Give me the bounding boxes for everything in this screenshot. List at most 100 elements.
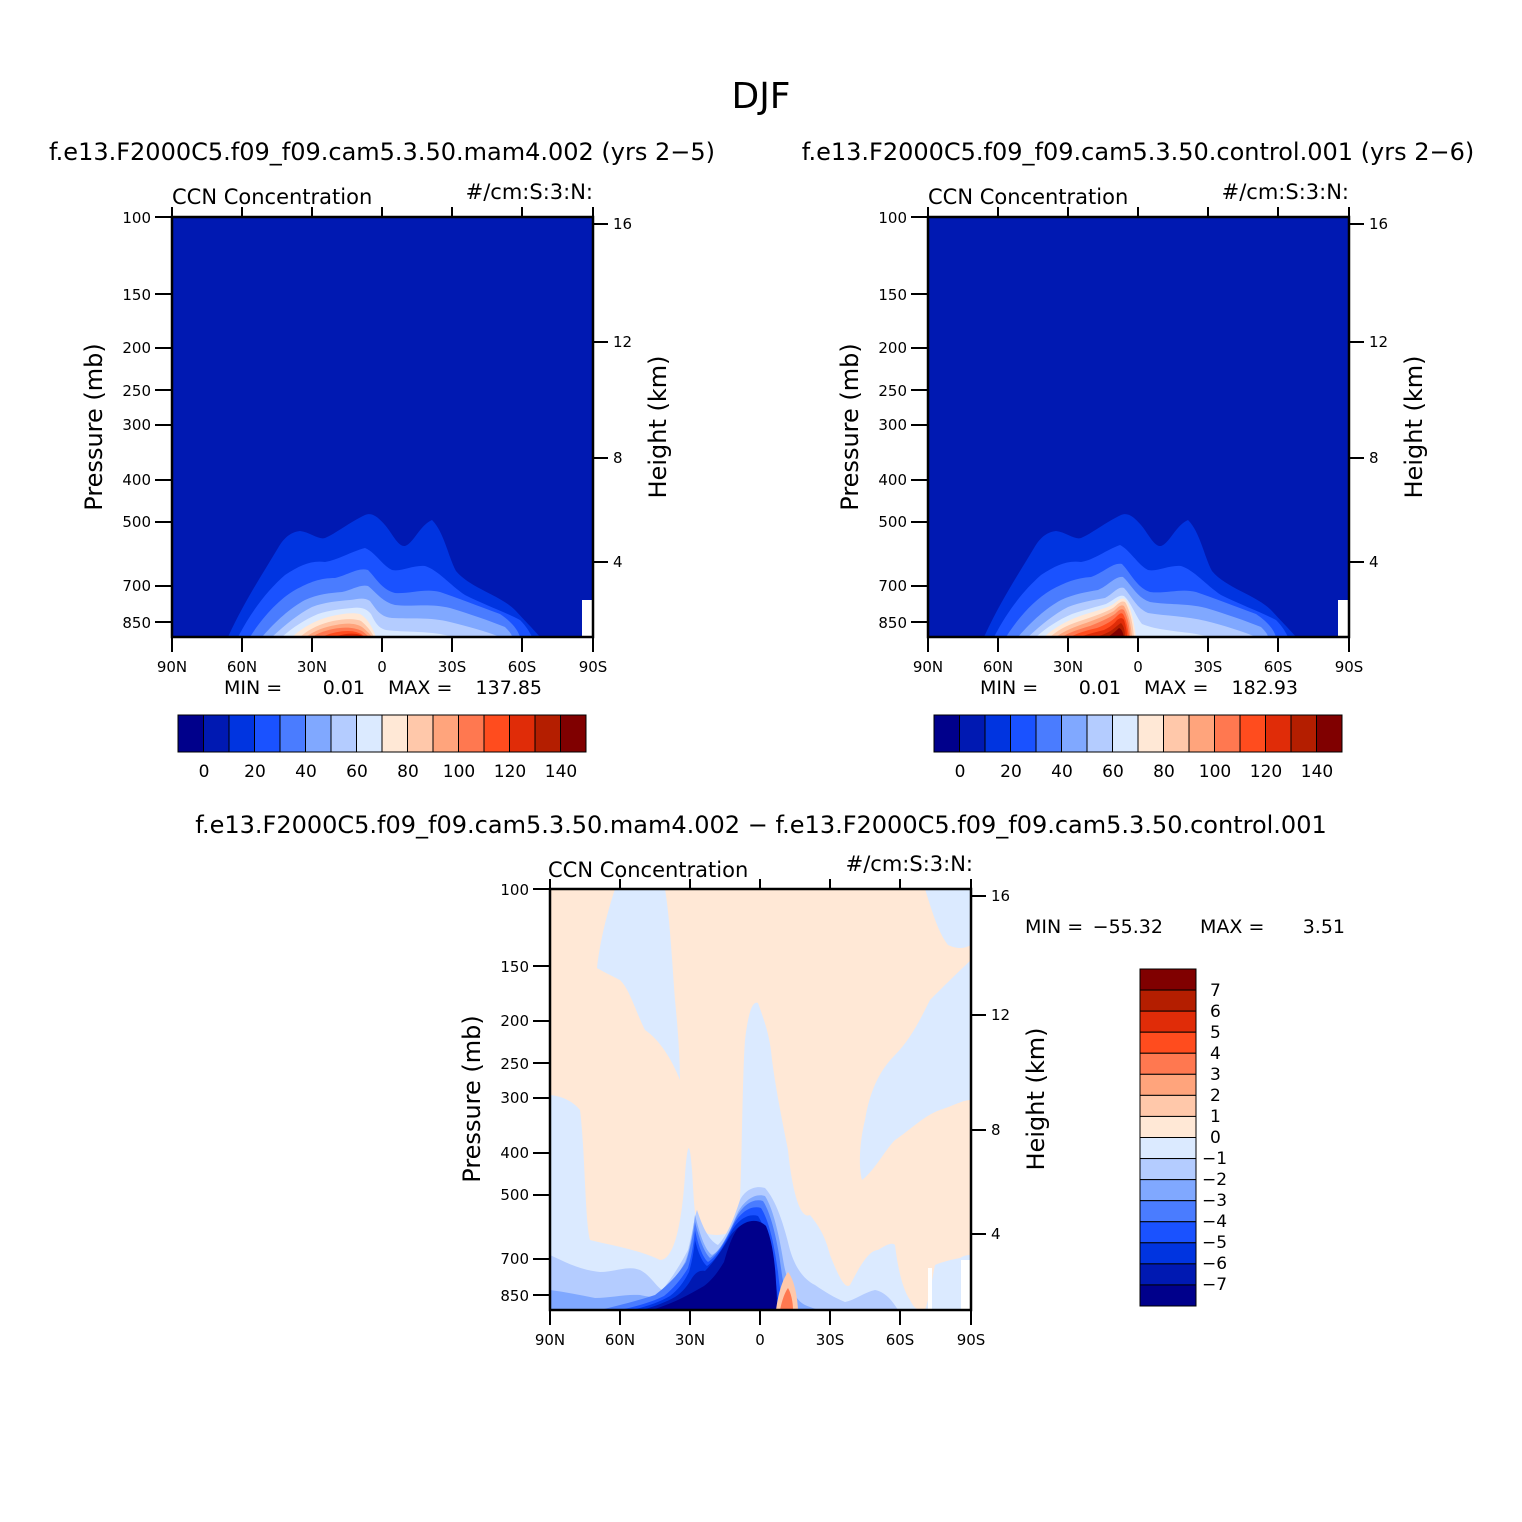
colorbar-tick-label: 100 (1199, 762, 1231, 782)
colorbar-swatch (1112, 714, 1139, 753)
y-tick-label: 300 (122, 416, 151, 434)
colorbar-swatch (483, 714, 510, 753)
height-tick-label: 12 (613, 333, 632, 351)
x-tick-label: 60N (983, 658, 1013, 676)
colorbar-swatch (1139, 1010, 1197, 1033)
min-value: 0.01 (323, 677, 365, 699)
negative-region-upper-left (597, 889, 680, 1080)
colorbar-tick-label: −7 (1202, 1275, 1227, 1295)
colorbar-tick-label: 40 (1051, 762, 1073, 782)
colorbar-tick-label: 80 (397, 762, 419, 782)
figure-title: DJF (731, 76, 790, 117)
colorbar-swatch (1139, 1137, 1197, 1160)
axis-bottom: 90N 60N 30N 0 30S 60S 90S (157, 658, 607, 676)
y-tick-label: 150 (122, 286, 151, 304)
height-tick-label: 16 (991, 887, 1010, 905)
colorbar: 7 6 5 4 3 2 1 0 −1 −2 −3 −4 −5 −6 −7 (1139, 968, 1227, 1307)
colorbar-tick-label: 140 (1301, 762, 1333, 782)
colorbar-swatch (203, 714, 230, 753)
min-label: MIN = (224, 677, 282, 699)
y-tick-label: 700 (878, 577, 907, 595)
colorbar-swatch (1139, 1052, 1197, 1075)
colorbar-tick-label: −3 (1202, 1191, 1227, 1211)
colorbar-swatch (1061, 714, 1088, 753)
x-tick-label: 90N (913, 658, 943, 676)
colorbar-swatch (1214, 714, 1241, 753)
y-tick-label: 500 (122, 513, 151, 531)
x-tick-label: 60S (508, 658, 537, 676)
y-ticks-left (911, 216, 928, 623)
colorbar-tick-label: 100 (443, 762, 475, 782)
negative-region-tropics (550, 1002, 971, 1310)
colorbar-swatch (1163, 714, 1190, 753)
x-tick-label: 90N (157, 658, 187, 676)
x-tick-label: 30S (816, 1331, 845, 1349)
height-tick-label: 8 (1369, 449, 1379, 467)
axis-left: 100 150 200 250 300 400 500 700 850 (500, 881, 529, 1305)
y-axis-label: Pressure (mb) (80, 343, 108, 510)
colorbar-swatch (509, 714, 536, 753)
axis-left: 100 150 200 250 300 400 500 700 850 (122, 209, 151, 632)
colorbar-tick-label: 20 (1000, 762, 1022, 782)
colorbar-swatch (458, 714, 485, 753)
axis-right: 16 12 8 4 (613, 215, 632, 571)
axis-right: 16 12 8 4 (1369, 215, 1388, 571)
min-max-readout: MIN = 0.01 MAX = 137.85 (224, 677, 542, 699)
panel-difference: f.e13.F2000C5.f09_f09.cam5.3.50.mam4.002… (195, 811, 1345, 1349)
colorbar-swatch (254, 714, 281, 753)
subtitle-left: CCN Concentration (928, 185, 1128, 209)
panel-title: f.e13.F2000C5.f09_f09.cam5.3.50.mam4.002… (49, 138, 715, 166)
y-tick-label: 850 (878, 614, 907, 632)
colorbar-swatch (381, 714, 408, 753)
colorbar-swatch (1316, 714, 1343, 753)
x-ticks (171, 207, 594, 652)
x-tick-label: 60N (227, 658, 257, 676)
x-tick-label: 60N (605, 1331, 635, 1349)
panel-title: f.e13.F2000C5.f09_f09.cam5.3.50.control.… (802, 138, 1475, 166)
colorbar-swatch (1139, 968, 1197, 991)
colorbar-tick-label: 60 (346, 762, 368, 782)
y-tick-label: 700 (500, 1250, 529, 1268)
colorbar-swatch (1086, 714, 1113, 753)
colorbar-swatch (279, 714, 306, 753)
axis-left: 100 150 200 250 300 400 500 700 850 (878, 209, 907, 632)
height-tick-label: 12 (1369, 333, 1388, 351)
y-tick-label: 400 (122, 471, 151, 489)
contour-level-minimum (652, 1220, 777, 1310)
min-label: MIN = (1025, 916, 1083, 938)
colorbar-swatch (1139, 1221, 1197, 1244)
panel-mam4: f.e13.F2000C5.f09_f09.cam5.3.50.mam4.002… (49, 138, 715, 782)
x-tick-label: 30N (1053, 658, 1083, 676)
colorbar-swatch (356, 714, 383, 753)
x-tick-label: 30N (297, 658, 327, 676)
right-axis-label: Height (km) (644, 356, 672, 499)
x-tick-label: 30S (438, 658, 467, 676)
colorbar-swatch (1139, 1115, 1197, 1138)
colorbar-tick-label: −2 (1202, 1170, 1227, 1190)
max-value: 3.51 (1303, 916, 1345, 938)
contour-field (550, 889, 971, 1310)
x-tick-label: 60S (886, 1331, 915, 1349)
colorbar-swatch (984, 714, 1011, 753)
colorbar-tick-label: 0 (955, 762, 966, 782)
x-tick-label: 0 (755, 1331, 765, 1349)
missing-data-strip (928, 1268, 932, 1310)
max-value: 182.93 (1232, 677, 1298, 699)
contour-level-14 (1108, 628, 1124, 637)
y-tick-label: 850 (122, 614, 151, 632)
y-tick-label: 100 (122, 209, 151, 227)
y-tick-label: 700 (122, 577, 151, 595)
max-value: 137.85 (476, 677, 542, 699)
colorbar-swatch (1035, 714, 1062, 753)
positive-peak-core (780, 1288, 793, 1310)
height-tick-label: 8 (613, 449, 623, 467)
y-tick-label: 150 (878, 286, 907, 304)
max-label: MAX = (388, 677, 452, 699)
colorbar-swatch (228, 714, 255, 753)
x-ticks (549, 879, 972, 1325)
y-tick-label: 250 (500, 1055, 529, 1073)
panel-control: f.e13.F2000C5.f09_f09.cam5.3.50.control.… (802, 138, 1475, 782)
y-ticks-right (1349, 223, 1364, 563)
y-tick-label: 200 (500, 1012, 529, 1030)
